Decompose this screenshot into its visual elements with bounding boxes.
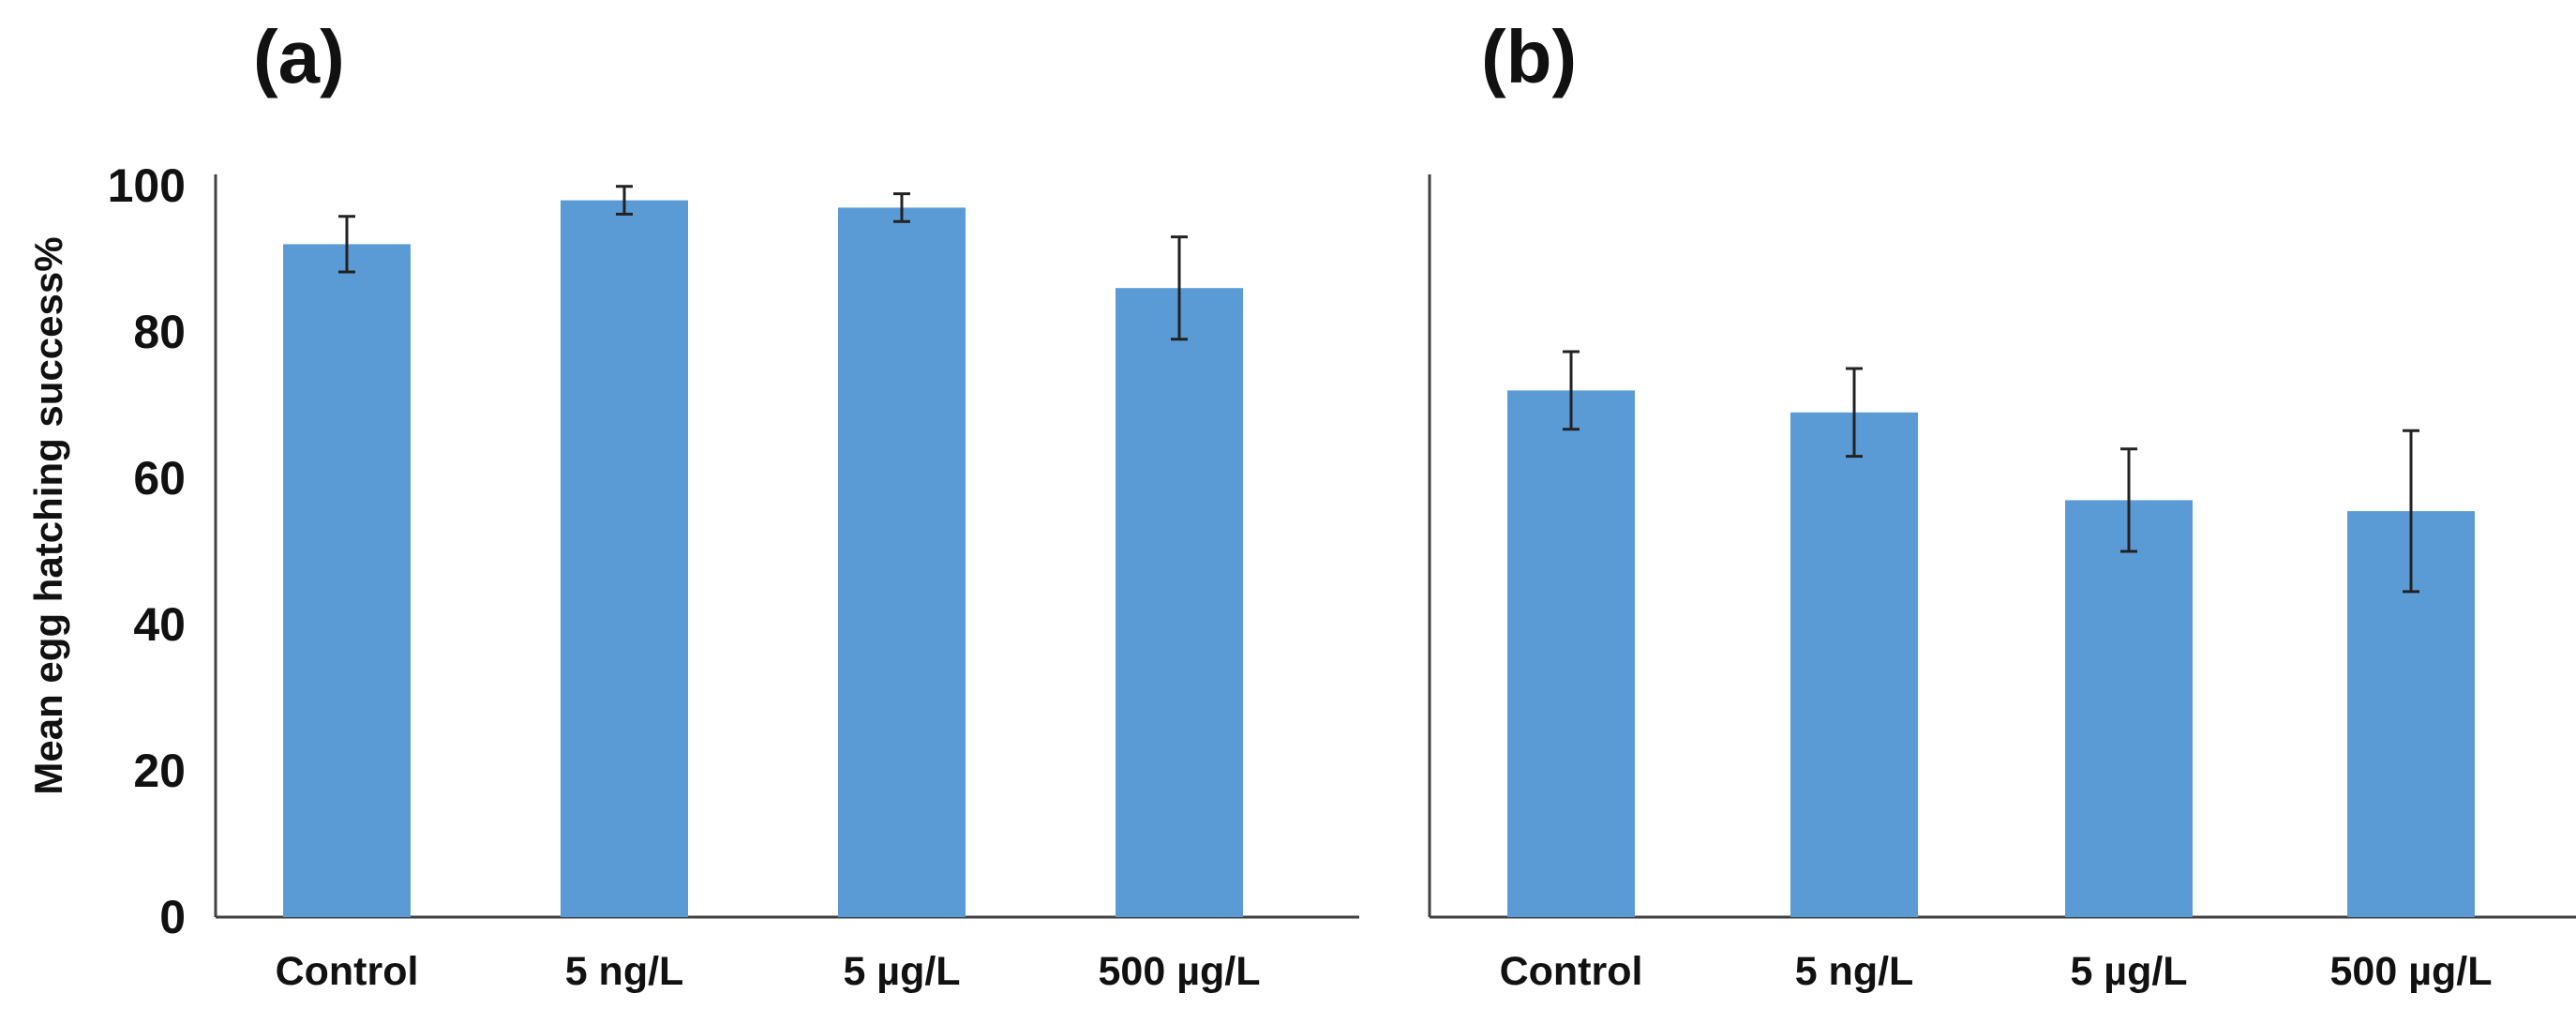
x-category-label: 5 µg/L xyxy=(843,949,960,994)
x-category-label: 5 µg/L xyxy=(2070,949,2187,994)
error-bar xyxy=(1171,235,1188,341)
y-tick-label: 20 xyxy=(133,745,186,797)
bar xyxy=(2065,500,2193,917)
error-bar xyxy=(1846,367,1863,459)
bar xyxy=(1507,390,1635,917)
bar xyxy=(838,207,966,917)
x-category-label: 5 ng/L xyxy=(1795,949,1914,994)
y-axis-title-group: Mean egg hatching success% xyxy=(26,236,70,794)
error-bar xyxy=(338,215,355,274)
y-tick-label: 60 xyxy=(133,452,186,504)
error-bar xyxy=(1563,350,1580,431)
y-tick-label: 40 xyxy=(133,598,186,651)
y-tick-label: 80 xyxy=(133,306,186,358)
error-bar xyxy=(2403,429,2419,594)
panel-label: (a) xyxy=(253,15,345,98)
bar xyxy=(283,244,411,917)
x-category-label: 5 ng/L xyxy=(565,949,684,994)
bar xyxy=(1790,412,1918,917)
x-category-label: 500 µg/L xyxy=(1099,949,1261,994)
error-bar xyxy=(2120,447,2137,553)
y-tick-label: 100 xyxy=(108,159,186,212)
x-category-label: Control xyxy=(1500,949,1643,994)
bar xyxy=(561,200,688,918)
x-category-label: 500 µg/L xyxy=(2330,949,2493,994)
panel-b: (b) Control 5 ng/L 5 µg/L 500 µg/L xyxy=(1428,15,2576,994)
y-axis-title: Mean egg hatching success% xyxy=(26,236,70,794)
x-category-label: Control xyxy=(276,949,419,994)
panel-label: (b) xyxy=(1481,15,1577,98)
bar xyxy=(1116,288,1243,917)
panel-a: (a) 0 20 40 60 80 100 Control 5 ng/L 5 µg/L 500 µg… xyxy=(108,15,1359,994)
y-tick-label: 0 xyxy=(159,891,186,943)
error-bar xyxy=(616,185,633,216)
error-bar xyxy=(893,192,910,223)
